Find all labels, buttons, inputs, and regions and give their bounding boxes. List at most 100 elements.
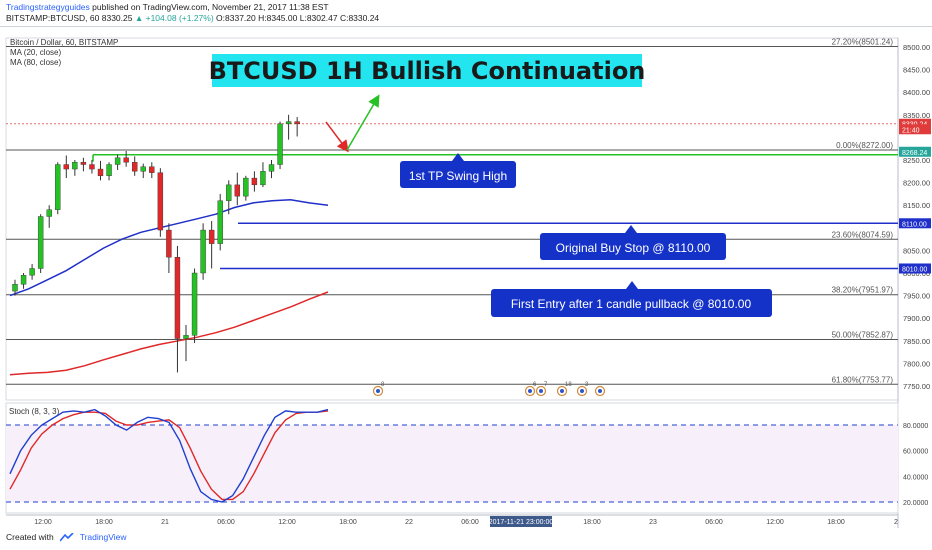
callout-buy-stop-tip xyxy=(625,225,637,233)
time-tick-label: 18:00 xyxy=(827,519,845,526)
callout-buy-stop-box xyxy=(540,233,726,260)
stoch-k-line xyxy=(9,408,329,503)
flag-dot-icon xyxy=(376,389,380,393)
time-tick-label: 23 xyxy=(649,519,657,526)
ohlc-close: C:8330.24 xyxy=(339,13,380,23)
created-with-label: Created with xyxy=(6,532,54,542)
flag-dot-icon xyxy=(539,389,543,393)
callout-tp-text: 1st TP Swing High xyxy=(409,169,507,183)
candle-body xyxy=(268,164,275,172)
callout-tp-box xyxy=(400,161,516,188)
stoch-tick-label: 80.0000 xyxy=(903,423,928,430)
candle-body xyxy=(174,256,181,339)
price-pane-border xyxy=(5,37,899,401)
ma80-line xyxy=(9,291,329,376)
candle-body xyxy=(191,272,198,336)
callout-first-entry-text: First Entry after 1 candle pullback @ 80… xyxy=(511,297,752,311)
flag-dot-icon xyxy=(598,389,602,393)
price-tag xyxy=(899,146,931,157)
stoch-tick-label: 20.0000 xyxy=(903,500,928,507)
price-tag-label: 8110.00 xyxy=(902,221,927,228)
fib-label: 23.60%(8074.59) xyxy=(832,230,894,239)
candle-body xyxy=(12,284,18,292)
price-tick-label: 7800.00 xyxy=(903,359,930,368)
price-tick-label: 8250.00 xyxy=(903,156,930,165)
title-banner xyxy=(212,54,642,87)
price-tag xyxy=(899,118,931,129)
candle-body xyxy=(29,268,35,276)
callout-buy-stop[interactable]: Original Buy Stop @ 8110.00 xyxy=(540,225,726,260)
callout-first-entry[interactable]: First Entry after 1 candle pullback @ 80… xyxy=(491,281,772,317)
callout-first-entry-tip xyxy=(626,281,638,289)
price-tag xyxy=(899,263,931,274)
symbol: BITSTAMP:BTCUSD, 60 xyxy=(6,13,100,23)
fib-label: 0.00%(8272.00) xyxy=(836,141,893,150)
time-tick-label: 21 xyxy=(161,519,169,526)
price-tag xyxy=(899,124,931,135)
price-tick-label: 8000.00 xyxy=(903,269,930,278)
candle-body xyxy=(123,157,129,163)
callout-first-entry-box xyxy=(491,289,772,317)
fib-label: 61.80%(7753.77) xyxy=(832,375,894,384)
candle-body xyxy=(251,177,258,186)
candle-body xyxy=(217,200,223,244)
price-tick-label: 7750.00 xyxy=(903,382,930,391)
time-tick-label: 06:00 xyxy=(461,519,479,526)
event-count: 3 xyxy=(585,382,589,388)
price-tick-label: 8200.00 xyxy=(903,179,930,188)
time-tick-label: 06:00 xyxy=(705,519,723,526)
candle-body xyxy=(63,164,69,170)
time-tick-label: 18:00 xyxy=(95,519,113,526)
event-count: 7 xyxy=(544,382,548,388)
candle-body xyxy=(226,184,232,201)
price-tick-label: 8150.00 xyxy=(903,201,930,210)
continuation-arrow xyxy=(346,94,380,151)
price-tick-label: 7900.00 xyxy=(903,314,930,323)
candle-body xyxy=(285,121,292,125)
price-axis[interactable]: 8500.00 8450.00 8400.00 8350.00 8250.00 8200.… xyxy=(903,43,930,391)
candle-body xyxy=(200,229,206,274)
event-markers[interactable]: 8 6 7 18 3 xyxy=(372,382,606,397)
fib-retracement[interactable]: 27.20%(8501.24) 0.00%(8272.00) 23.60%(8074… xyxy=(6,37,898,385)
time-axis[interactable]: 12:00 18:00 21 06:00 12:00 18:00 22 06:00 12:00 1… xyxy=(34,516,898,527)
candle-body xyxy=(20,275,27,285)
time-tick-label: 2 xyxy=(894,519,898,526)
candle-body xyxy=(183,335,189,339)
time-highlight xyxy=(490,516,552,527)
tradingview-link[interactable]: TradingView xyxy=(79,532,127,542)
price-tag-label: 8268.24 xyxy=(902,150,927,157)
horizontal-lines[interactable] xyxy=(6,123,898,270)
candle-body xyxy=(149,166,155,173)
time-tick-label: 12:00 xyxy=(766,519,784,526)
published-text: published on TradingView.com, November 2… xyxy=(92,2,329,12)
candle-body xyxy=(277,123,283,165)
tradingview-logo-icon xyxy=(59,532,74,542)
header-divider xyxy=(0,26,932,27)
ohlc-high: H:8345.00 xyxy=(258,13,298,23)
price-tick-label: 8350.00 xyxy=(903,111,930,120)
candle-body xyxy=(97,168,104,177)
event-count: 18 xyxy=(565,382,572,388)
time-tick-label: 06:00 xyxy=(217,519,235,526)
callout-tp[interactable]: 1st TP Swing High xyxy=(400,153,516,188)
time-tick-label: 22 xyxy=(405,519,413,526)
flag-dot-icon xyxy=(580,389,584,393)
candle-body xyxy=(208,229,215,244)
candle-body xyxy=(166,229,172,258)
candle-body xyxy=(260,171,266,186)
pullback-arrow xyxy=(325,121,349,153)
ohlc-low: L:8302.47 xyxy=(299,13,338,23)
price-tick-label: 8500.00 xyxy=(903,43,930,52)
price-tag-label: 21:40 xyxy=(902,127,920,134)
price-tick-label: 8450.00 xyxy=(903,66,930,75)
author-link[interactable]: Tradingstrategyguides xyxy=(6,2,90,12)
event-count: 8 xyxy=(381,382,385,388)
time-tick-label: 12:00 xyxy=(278,519,296,526)
candle-body xyxy=(89,164,95,170)
stoch-label: Stoch (8, 3, 3) xyxy=(9,407,60,416)
candle-body xyxy=(37,216,44,269)
candle-body xyxy=(294,121,300,125)
stoch-tick-label: 40.0000 xyxy=(903,474,928,481)
change: ▲ +104.08 (+1.27%) xyxy=(134,13,214,23)
